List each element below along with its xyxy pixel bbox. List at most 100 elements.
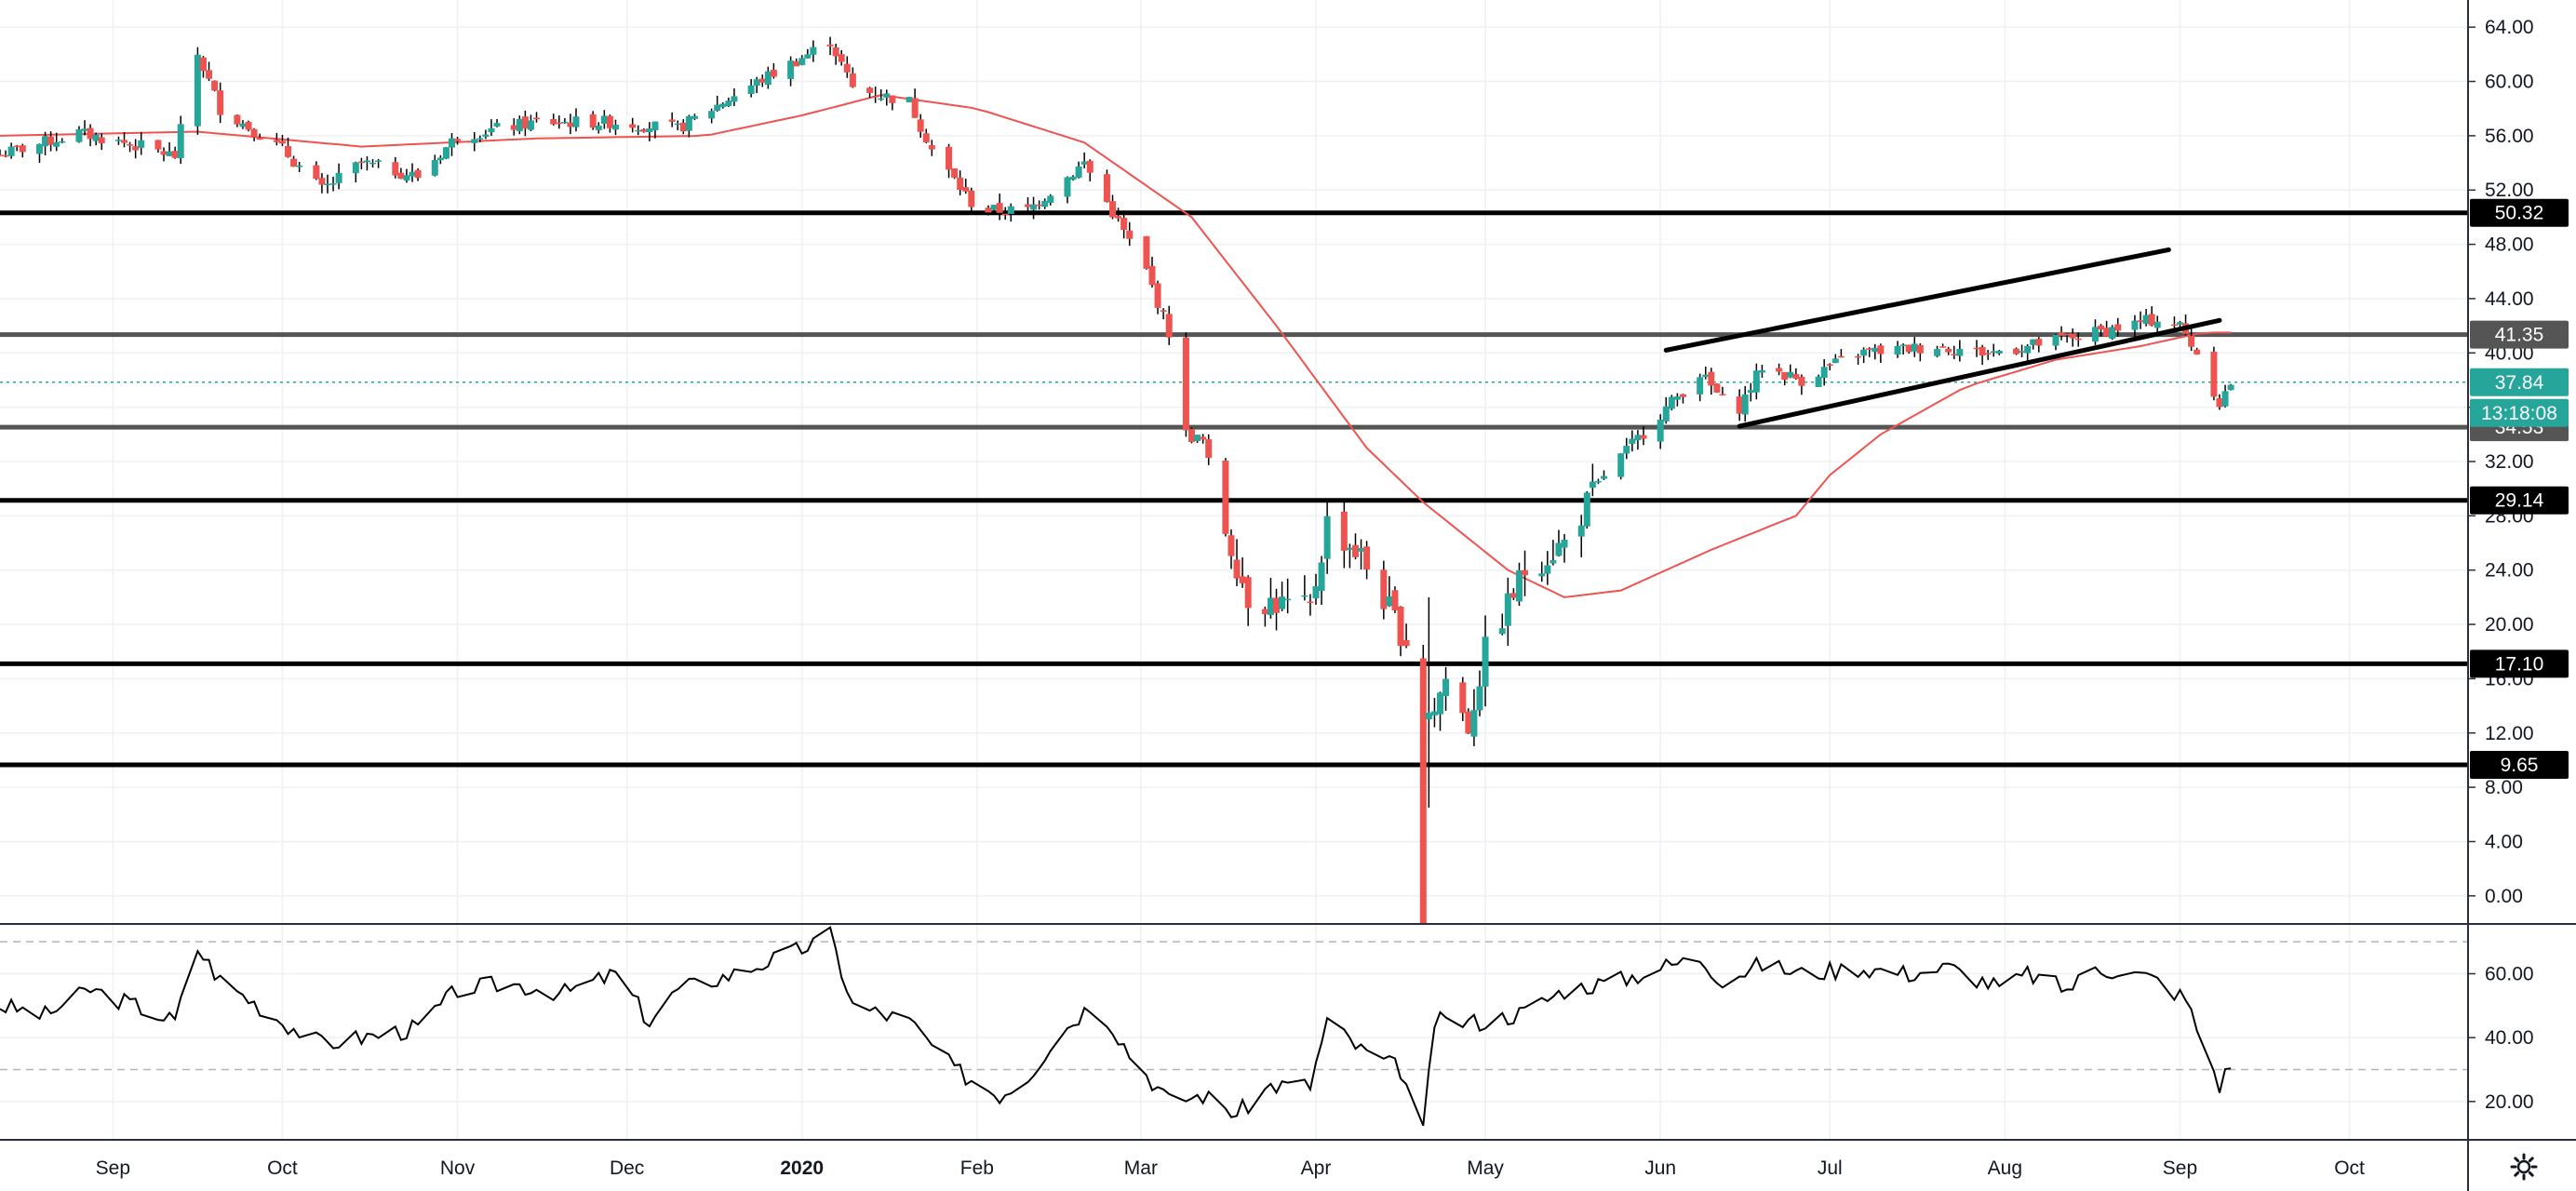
candle-body xyxy=(1577,525,1585,537)
candle-body xyxy=(1069,176,1077,181)
candle xyxy=(1747,382,1754,402)
candle-body xyxy=(2131,320,2139,330)
candle xyxy=(1476,670,1483,716)
grid xyxy=(0,0,2468,1140)
candle-body xyxy=(414,169,422,179)
level-labels: 50.3241.3534.5329.1417.109.6537.8413:18:… xyxy=(2470,198,2569,780)
candle xyxy=(436,154,444,165)
candle-body xyxy=(1657,420,1664,442)
candle-body xyxy=(1673,396,1681,400)
candle xyxy=(990,205,998,213)
candle-body xyxy=(160,151,168,155)
candle-body xyxy=(838,54,845,62)
candle-body xyxy=(922,133,930,143)
level-label: 9.65 xyxy=(2470,751,2569,780)
candle xyxy=(996,194,1003,221)
candle xyxy=(448,133,455,156)
candle xyxy=(234,114,241,127)
candle-body xyxy=(1899,344,1907,346)
candle-body xyxy=(1741,394,1749,415)
current-price-label-text: 37.84 xyxy=(2495,372,2544,394)
candle xyxy=(878,89,885,101)
candle xyxy=(1995,349,2003,355)
candle xyxy=(1194,435,1201,444)
candle xyxy=(318,173,326,194)
candle-body xyxy=(171,151,179,158)
time-tick-label: Oct xyxy=(2334,1158,2365,1179)
candle-body xyxy=(1187,429,1195,443)
horizontal-levels[interactable] xyxy=(0,210,2468,768)
gear-icon[interactable] xyxy=(2509,1152,2539,1182)
candle-body xyxy=(527,120,534,130)
candle xyxy=(1001,207,1009,220)
candle xyxy=(951,167,959,180)
candle-body xyxy=(600,115,608,125)
candle xyxy=(889,95,896,111)
candle xyxy=(1351,533,1359,560)
candle-body xyxy=(1522,569,1529,576)
time-tick-label: Sep xyxy=(2163,1158,2197,1179)
candle xyxy=(1798,374,1805,395)
candle-body xyxy=(454,139,462,141)
time-axis[interactable]: Sep Oct Nov Dec 2020 Feb Mar Apr May Jun Jul Aug Sep… xyxy=(96,1158,2365,1179)
candle xyxy=(2109,325,2116,341)
rsi-axis[interactable]: 20.00 40.00 60.00 xyxy=(2468,963,2534,1113)
candle xyxy=(2063,333,2071,343)
candle-body xyxy=(1228,535,1235,556)
level-label: 50.32 xyxy=(2470,198,2569,227)
candle xyxy=(1945,346,1952,355)
candle xyxy=(2035,337,2043,353)
candle-body xyxy=(725,100,732,106)
candle xyxy=(250,127,258,141)
candle xyxy=(1205,434,1213,465)
candle xyxy=(2210,346,2218,401)
trendlines[interactable] xyxy=(1663,247,2222,429)
candle xyxy=(629,117,637,133)
candle xyxy=(787,56,795,87)
candle xyxy=(1894,341,1901,358)
candle-body xyxy=(510,125,517,130)
candle xyxy=(357,157,365,169)
candle xyxy=(285,137,292,158)
candle xyxy=(132,139,140,159)
time-tick-label: Oct xyxy=(267,1158,298,1179)
candle-body xyxy=(640,129,648,132)
candle xyxy=(2137,311,2144,329)
candle xyxy=(595,122,602,134)
candle xyxy=(731,88,738,107)
level-label-text: 29.14 xyxy=(2495,490,2544,512)
candle-body xyxy=(1583,492,1590,527)
candle-body xyxy=(352,162,359,174)
candle xyxy=(1741,385,1749,422)
candle-body xyxy=(1956,349,1964,356)
candle xyxy=(1273,588,1281,631)
candle xyxy=(1668,395,1675,410)
candle-body xyxy=(946,146,953,170)
price-axis[interactable]: 0.004.008.0012.0016.0020.0024.0028.0032.… xyxy=(2468,17,2534,907)
candle xyxy=(810,40,817,62)
candle xyxy=(1307,594,1314,616)
candle-body xyxy=(1109,201,1117,218)
candle-body xyxy=(0,154,4,156)
candle xyxy=(206,61,213,82)
candle xyxy=(1075,161,1082,179)
candle-body xyxy=(403,175,410,181)
candle xyxy=(2030,339,2037,350)
candle xyxy=(1990,343,1997,357)
candle-body xyxy=(843,63,851,73)
candle xyxy=(1279,582,1286,611)
candle xyxy=(369,159,377,167)
candle xyxy=(1973,340,1980,357)
candle-body xyxy=(928,145,935,150)
candle-body xyxy=(2227,384,2234,391)
candle-body xyxy=(2013,348,2020,355)
candle xyxy=(985,205,992,216)
candle xyxy=(1261,606,1268,627)
candle-body xyxy=(1041,200,1049,207)
candle xyxy=(2019,344,2026,357)
candle xyxy=(1956,340,1964,362)
candle-body xyxy=(2109,327,2116,340)
candle-body xyxy=(1736,396,1743,414)
candle-body xyxy=(1617,453,1625,477)
candle-body xyxy=(1504,593,1511,626)
